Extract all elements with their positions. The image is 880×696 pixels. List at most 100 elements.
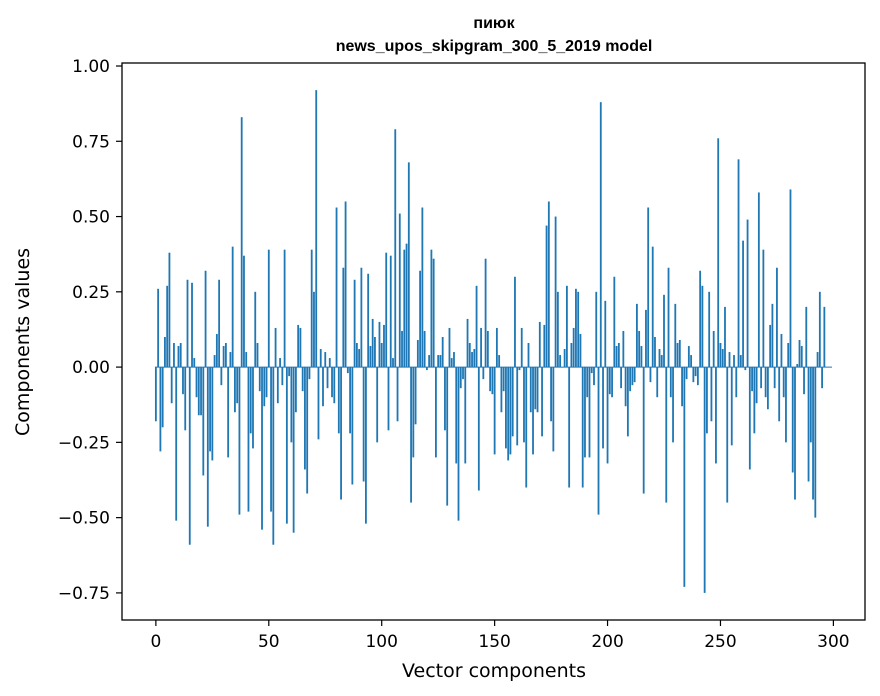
bar-53 [274,327,277,368]
bar-93 [365,367,367,524]
bar-200 [606,367,609,464]
y-axis-label: Components values [12,248,34,436]
bar-125 [437,355,440,368]
bar-163 [523,367,525,443]
bar-212 [633,367,636,383]
bar-294 [818,291,821,368]
bar-237 [690,355,693,368]
bar-41 [247,367,250,512]
bar-113 [410,367,412,503]
y-tick-label: 1.00 [72,57,110,77]
bar-162 [520,327,523,368]
bar-137 [464,367,467,464]
bar-74 [322,367,324,407]
bar-55 [279,358,281,368]
bar-184 [570,343,573,368]
bar-88 [353,279,356,368]
bar-217 [645,309,647,368]
bar-223 [658,349,661,368]
bar-15 [188,367,191,545]
bar-198 [602,367,604,449]
bar-240 [696,367,699,386]
bar-100 [380,343,383,368]
bar-216 [642,367,645,494]
bar-2 [159,367,162,452]
bar-36 [236,367,239,404]
bar-47 [261,367,263,530]
bar-21 [202,367,205,476]
x-tick-label: 0 [150,632,161,652]
bar-134 [457,367,460,521]
bar-269 [762,249,765,368]
bar-194 [593,367,595,386]
bar-260 [742,240,744,368]
bar-26 [213,355,216,368]
bar-132 [453,352,455,368]
bar-206 [620,367,622,389]
bar-73 [319,349,322,368]
bar-128 [444,367,446,431]
bar-209 [626,367,629,437]
bar-282 [791,367,794,473]
bar-142 [475,285,478,368]
bar-118 [421,207,424,368]
bar-181 [563,349,566,368]
bar-280 [787,343,790,368]
bar-279 [785,367,787,443]
bar-228 [669,367,672,398]
bar-284 [796,364,799,368]
bar-145 [482,367,485,380]
bar-61 [292,367,295,533]
bar-262 [746,219,749,368]
x-tick-label: 150 [478,632,510,652]
bar-234 [683,367,686,587]
bar-45 [256,343,259,368]
bar-63 [297,324,300,368]
bar-168 [534,367,537,410]
bar-253 [726,367,729,503]
bar-152 [498,355,501,368]
bar-286 [800,346,803,368]
bar-38 [240,117,243,368]
y-tick-label: 0.50 [72,208,110,228]
bar-148 [489,367,492,392]
bar-102 [385,252,388,368]
bar-68 [308,367,311,380]
bar-11 [179,343,182,368]
bar-139 [468,343,471,368]
bar-112 [407,162,410,368]
bar-43 [252,367,254,449]
bar-257 [735,367,738,398]
bar-256 [733,355,735,368]
y-axis: 1.00 0.75 0.50 0.25 0.00 −0.25 −0.50 −0.75 [58,57,122,604]
bar-242 [701,285,704,368]
bar-261 [744,367,747,371]
bar-78 [331,367,333,398]
bar-247 [712,330,715,368]
bar-295 [821,367,823,389]
bar-31 [224,343,227,368]
bar-235 [685,367,688,380]
bar-75 [324,352,327,368]
y-tick-label: −0.75 [58,584,110,604]
bar-154 [502,367,505,392]
bar-24 [209,367,211,452]
bar-219 [649,367,652,383]
bar-147 [486,330,489,368]
bar-84 [344,201,347,368]
bar-172 [543,324,546,368]
bar-27 [215,333,218,368]
bar-13 [184,367,187,431]
bar-79 [333,367,336,404]
bar-226 [665,367,668,503]
bar-8 [173,343,175,368]
bar-159 [514,276,516,368]
bar-138 [466,318,469,368]
bar-292 [814,367,817,518]
bar-48 [263,367,266,407]
bar-283 [794,367,796,500]
bar-193 [590,367,593,374]
bar-199 [604,300,607,368]
y-tick-label: 0.25 [72,283,110,303]
